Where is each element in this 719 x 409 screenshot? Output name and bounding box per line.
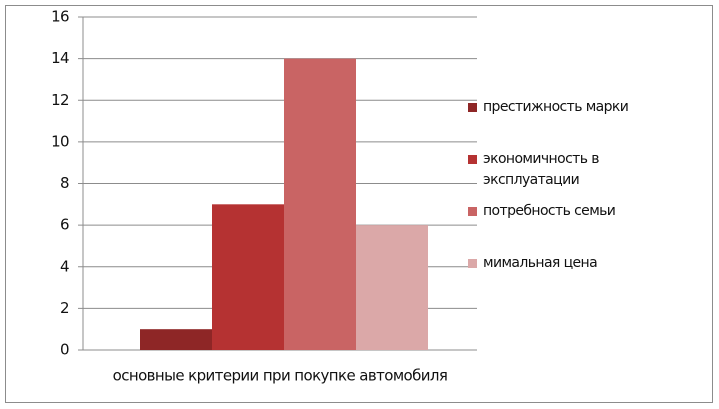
bar — [212, 204, 284, 350]
y-tick-label: 4 — [60, 257, 69, 275]
y-tick-label: 6 — [60, 216, 69, 234]
legend-label: потребность семьи — [483, 203, 616, 219]
legend-item: престижность марки — [468, 97, 643, 118]
y-tick-label: 0 — [60, 341, 69, 359]
legend-item: мимальная цена — [468, 253, 643, 274]
y-tick-label: 16 — [51, 8, 69, 26]
y-tick-label: 12 — [51, 91, 69, 109]
bar — [284, 58, 356, 350]
y-tick-label: 14 — [51, 49, 69, 67]
legend-swatch — [468, 259, 477, 268]
legend-swatch — [468, 207, 477, 216]
legend-swatch — [468, 155, 477, 164]
legend-label: престижность марки — [483, 99, 629, 115]
chart-border — [5, 5, 713, 403]
bar — [140, 329, 212, 350]
y-tick-label: 10 — [51, 132, 69, 150]
y-tick-label: 2 — [60, 299, 69, 317]
legend-label: экономичность в эксплуатации — [483, 151, 599, 188]
legend-item: экономичность в эксплуатации — [468, 149, 643, 191]
y-tick-label: 8 — [60, 174, 69, 192]
legend-item: потребность семьи — [468, 201, 643, 222]
legend-swatch — [468, 103, 477, 112]
legend-label: мимальная цена — [483, 255, 598, 271]
x-tick-label: основные критерии при покупке автомобиля — [113, 367, 448, 385]
bar — [356, 225, 428, 350]
